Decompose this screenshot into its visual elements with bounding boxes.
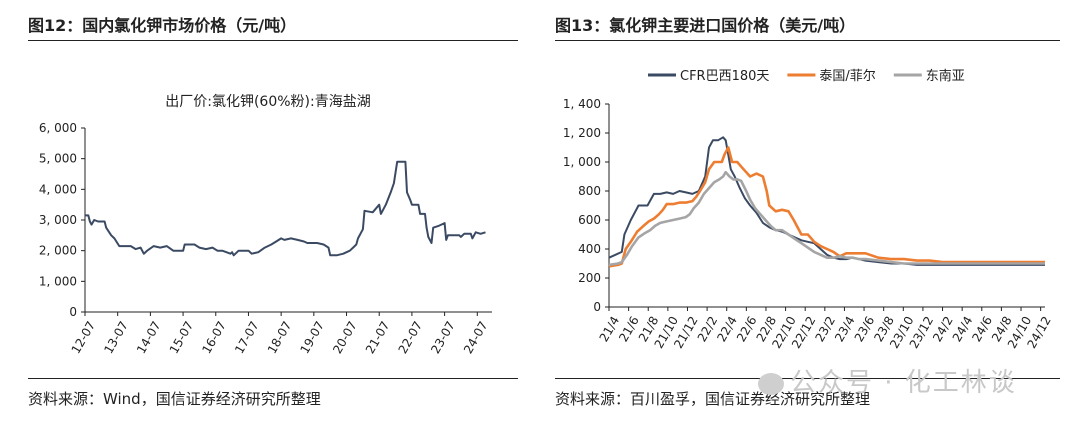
x-tick-label: 13-07	[101, 319, 131, 356]
left-title-rule	[28, 40, 518, 41]
y-tick-label: 1, 400	[563, 97, 601, 111]
legend-label-2: 泰国/菲尔	[819, 69, 875, 84]
left-figure-title: 图12：国内氯化钾市场价格（元/吨）	[28, 16, 297, 35]
y-tick-label: 6, 000	[39, 121, 77, 135]
y-tick-label: 5, 000	[39, 152, 77, 166]
watermark-text: 公众号 · 化工林谈	[790, 368, 1017, 398]
x-tick-label: 21-07	[363, 319, 393, 356]
x-tick-label: 23/6	[852, 314, 878, 344]
chart-title: 出厂价:氯化钾(60%粉):青海盐湖	[165, 94, 370, 110]
y-tick-label: 800	[578, 184, 601, 198]
y-tick-label: 4, 000	[39, 182, 77, 196]
series-line-3	[608, 170, 1045, 267]
series-line-2	[608, 146, 1045, 268]
x-tick-label: 24/2	[930, 314, 956, 344]
legend-label-3: 东南亚	[926, 68, 965, 84]
y-tick-label: 2, 000	[39, 244, 77, 258]
x-tick-label: 14-07	[134, 319, 164, 356]
left-chart: 0 1, 000 2, 000 3, 000 4, 000 5, 000 6, 000 12-…	[39, 94, 492, 356]
x-tick-label: 21/4	[597, 314, 623, 344]
wechat-icon	[758, 372, 784, 395]
y-tick-label: 1, 000	[563, 155, 601, 169]
right-chart: 0 200 400 600 800 1, 000 1, 200 1, 400 21/421/6 2…	[563, 68, 1054, 351]
left-panel: 图12：国内氯化钾市场价格（元/吨） 0 1, 000 2, 000 3, 000 4,…	[0, 0, 530, 425]
x-tick-label: 16-07	[199, 319, 229, 356]
legend-label-1: CFR巴西180天	[680, 69, 769, 84]
x-tick-label: 24-07	[461, 319, 491, 356]
y-tick-label: 1, 000	[39, 274, 77, 288]
y-tick-label: 0	[593, 300, 601, 314]
x-tick-label: 22/6	[734, 314, 760, 344]
x-tick-label: 20-07	[330, 319, 360, 356]
x-tick-label: 15-07	[167, 319, 197, 356]
y-tick-label: 0	[69, 305, 77, 319]
x-tick-label: 23/2	[812, 314, 838, 344]
x-tick-label: 19-07	[297, 319, 327, 356]
series-line-1	[85, 160, 486, 257]
right-figure-title: 图13：氯化钾主要进口国价格（美元/吨）	[555, 16, 856, 35]
right-title-rule	[555, 40, 1060, 41]
y-tick-label: 3, 000	[39, 213, 77, 227]
x-tick-label: 24/6	[969, 314, 995, 344]
x-tick-label: 22-07	[396, 319, 426, 356]
x-tick-label: 23/4	[832, 314, 858, 344]
y-tick-label: 400	[578, 242, 601, 256]
y-tick-label: 200	[578, 271, 601, 285]
x-tick-label: 24/4	[950, 314, 976, 344]
right-source: 资料来源：百川盈孚，国信证券经济研究所整理	[555, 390, 871, 408]
series-line-1	[608, 136, 1045, 266]
x-tick-label: 21/6	[616, 314, 642, 344]
watermark: 公众号 · 化工林谈	[758, 362, 1017, 399]
x-tick-label: 22/4	[714, 314, 740, 344]
x-tick-label: 17-07	[232, 319, 262, 356]
y-tick-label: 1, 200	[563, 126, 601, 140]
x-tick-label: 18-07	[265, 319, 295, 356]
y-tick-label: 600	[578, 213, 601, 227]
x-tick-label: 22/2	[695, 314, 721, 344]
right-panel: 图13：氯化钾主要进口国价格（美元/吨） 0 200 400 600 800 1, 000…	[540, 0, 1080, 425]
right-source-rule	[555, 378, 1060, 379]
left-source-rule	[28, 378, 518, 379]
x-tick-label: 23-07	[428, 319, 458, 356]
left-source: 资料来源：Wind，国信证券经济研究所整理	[28, 390, 321, 408]
x-tick-label: 12-07	[69, 319, 99, 356]
